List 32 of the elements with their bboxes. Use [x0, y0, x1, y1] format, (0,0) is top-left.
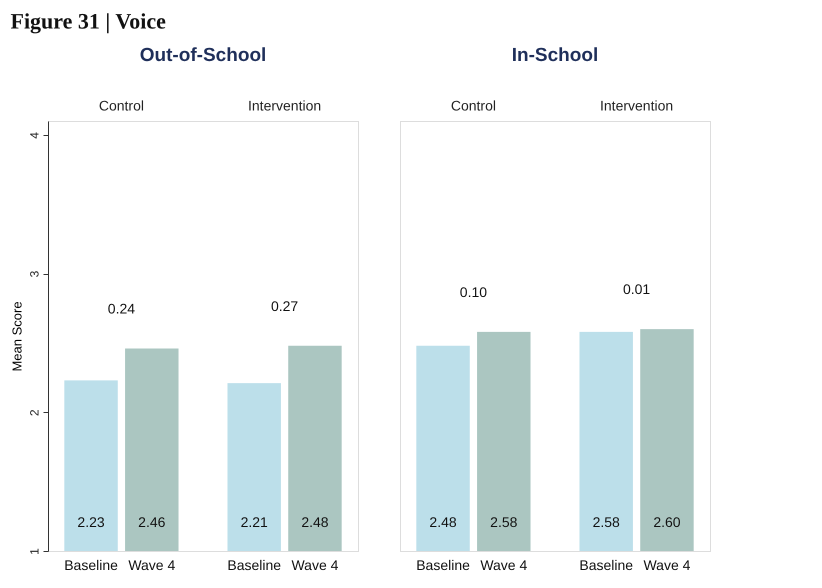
- caption: Figure 31 | Voice: [10, 8, 166, 34]
- y-axis-title: Mean Score: [10, 301, 24, 372]
- y-tick-label: 3: [28, 270, 42, 278]
- data-label: 2.58: [592, 514, 620, 530]
- text: Baseline: [579, 557, 634, 573]
- text: Baseline: [227, 557, 282, 573]
- annotation: 0.27: [270, 298, 298, 314]
- annotation: 0.10: [460, 284, 488, 300]
- text: Wave 4: [291, 557, 338, 573]
- data-label: 2.48: [301, 514, 329, 530]
- x-tick-label: Intervention: [248, 98, 322, 114]
- data-label: 2.58: [490, 514, 518, 530]
- chart-title: In-School: [512, 45, 598, 66]
- text: Wave 4: [643, 557, 690, 573]
- series-label: Baseline: [64, 557, 118, 573]
- y-tick-label: 2: [28, 409, 42, 416]
- y-tick-label: 1: [28, 548, 42, 555]
- x-tick-label: Intervention: [600, 98, 674, 114]
- data-label: 2.48: [429, 514, 457, 530]
- x-tick-label: Control: [450, 98, 496, 114]
- series-label: Wave 4: [480, 557, 528, 573]
- data-label: 2.23: [77, 514, 105, 530]
- x-tick-label: Control: [98, 98, 144, 114]
- data-label: 2.60: [653, 514, 681, 530]
- series-label: Baseline: [416, 557, 470, 573]
- chart-title: Out-of-School: [140, 45, 266, 66]
- series-label: Wave 4: [128, 557, 176, 573]
- data-label: 2.21: [240, 514, 268, 530]
- y-tick-label: 4: [28, 132, 42, 139]
- data-label: 2.46: [138, 514, 166, 530]
- annotation: 0.01: [622, 281, 650, 298]
- annotation: 0.24: [108, 300, 136, 317]
